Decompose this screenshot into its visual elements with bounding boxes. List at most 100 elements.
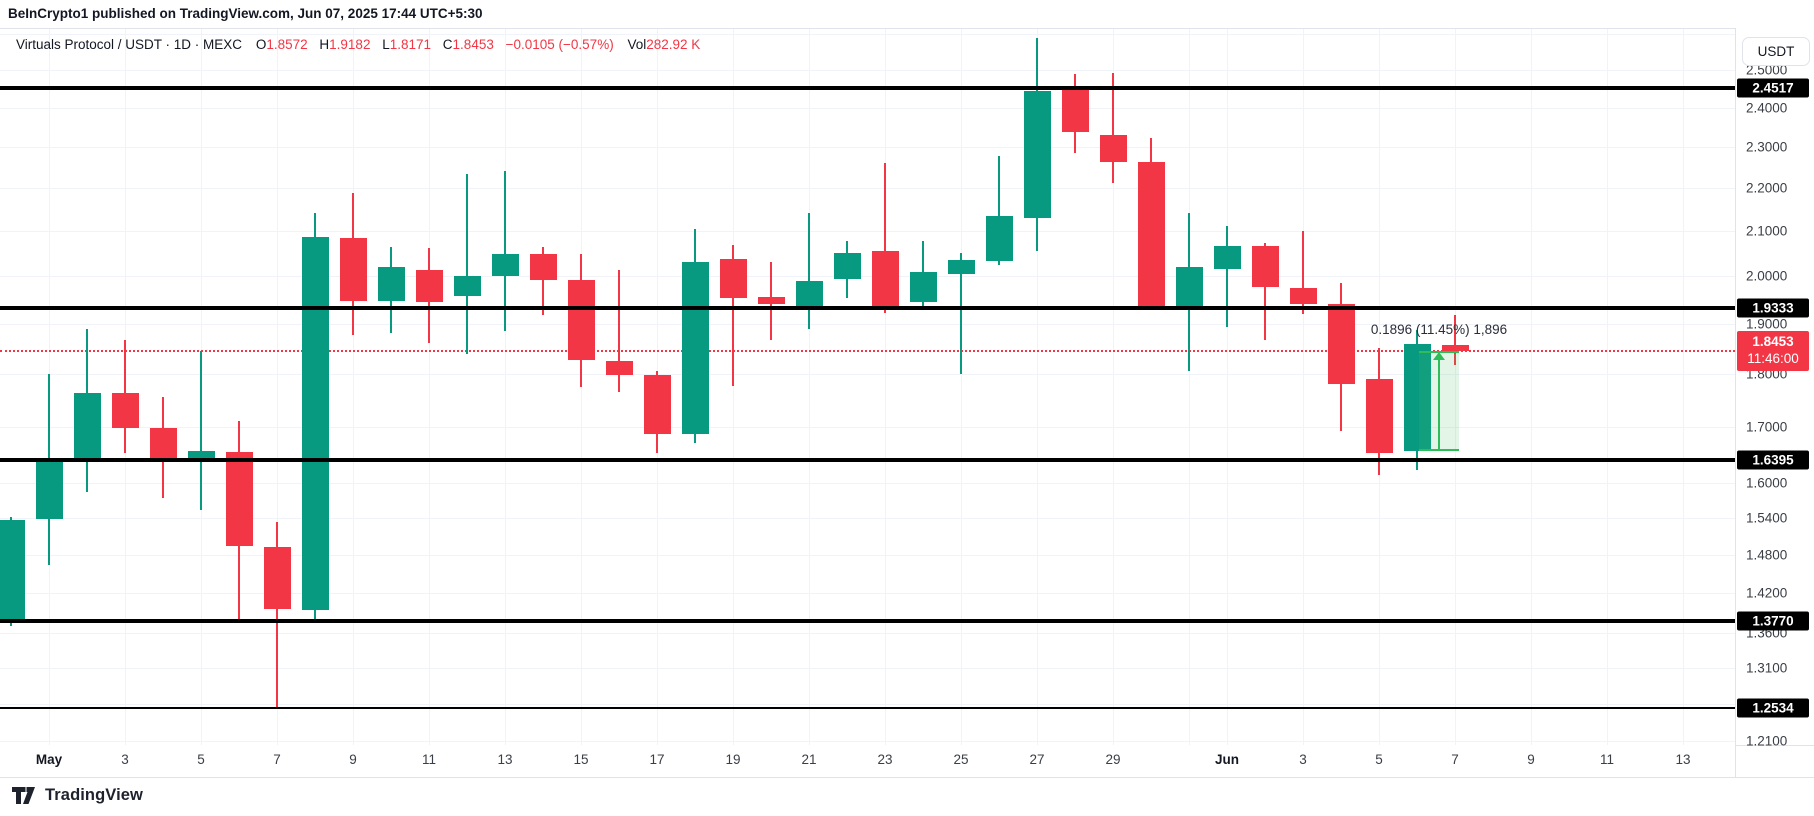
v-gridline (1303, 28, 1304, 745)
h-gridline (0, 231, 1735, 232)
h-gridline (0, 427, 1735, 428)
v-gridline (1227, 28, 1228, 745)
chart-plot[interactable]: 0.1896 (11.45%) 1,896 (0, 28, 1735, 745)
candle-body (416, 270, 443, 302)
time-tick-label: 25 (953, 752, 969, 767)
price-tick-label: 2.3000 (1746, 139, 1788, 155)
v-gridline (809, 28, 810, 745)
candle-wick (998, 156, 1000, 266)
support-resistance-line (0, 458, 1735, 462)
candle-body (1062, 89, 1089, 133)
candle-wick (1264, 242, 1266, 341)
tradingview-logo[interactable]: TradingView (12, 786, 143, 805)
candle-body (720, 259, 747, 298)
current-price-value: 1.8453 (1752, 334, 1794, 349)
h-gridline (0, 555, 1735, 556)
countdown-timer: 11:46:00 (1747, 351, 1799, 366)
price-tick-label: 1.4800 (1746, 547, 1788, 563)
price-tick-label: 1.9000 (1746, 316, 1788, 332)
v-gridline (1607, 28, 1608, 745)
candle-wick (808, 212, 810, 330)
currency-toggle-button[interactable]: USDT (1742, 37, 1810, 66)
candle-body (340, 237, 367, 301)
candle-body (910, 272, 937, 302)
candle-body (302, 237, 329, 610)
legend-close: C1.8453 (442, 37, 494, 52)
price-axis[interactable]: 2.5000 2.4000 2.3000 2.2000 2.1000 2.0000 1.90… (1736, 28, 1814, 749)
measure-arrow-head (1433, 352, 1445, 360)
time-tick-label: 5 (197, 752, 205, 767)
candle-body (492, 254, 519, 277)
candle-wick (276, 521, 278, 709)
candle-body (1214, 245, 1241, 270)
legend-open: O1.8572 (255, 37, 308, 52)
time-tick-label: 11 (421, 752, 437, 767)
price-tick-label: 1.3100 (1746, 660, 1788, 676)
candle-wick (1112, 73, 1114, 184)
candle-body (378, 267, 405, 301)
v-gridline (885, 28, 886, 745)
candle-body (1252, 245, 1279, 288)
legend-volume: Vol282.92 K (627, 37, 701, 52)
candle-wick (1302, 231, 1304, 315)
price-tick-label: 2.1000 (1746, 223, 1788, 239)
h-gridline (0, 324, 1735, 325)
price-tick-label: 1.5400 (1746, 510, 1788, 526)
candle-body (1176, 267, 1203, 306)
current-price-line (0, 350, 1735, 352)
candle-body (226, 452, 253, 547)
candle-body (1366, 379, 1393, 454)
candle-body (74, 392, 101, 459)
candle-body (1404, 344, 1431, 452)
candle-body (1290, 287, 1317, 304)
time-tick-label: 3 (1299, 752, 1307, 767)
price-tick-label: 2.5000 (1746, 62, 1788, 78)
time-tick-label: 23 (877, 752, 893, 767)
v-gridline (1455, 28, 1456, 745)
time-tick-label: 27 (1029, 752, 1045, 767)
time-tick-label: 15 (573, 752, 589, 767)
candle-body (1442, 344, 1469, 351)
candle-body (986, 215, 1013, 262)
candle-body (530, 254, 557, 280)
time-tick-label: 7 (273, 752, 281, 767)
h-gridline (0, 276, 1735, 277)
footer-border (0, 777, 1814, 778)
v-gridline (961, 28, 962, 745)
candle-body (834, 252, 861, 279)
h-gridline (0, 108, 1735, 109)
candle-body (454, 276, 481, 296)
level-price-badge: 1.6395 (1737, 450, 1809, 470)
h-gridline (0, 704, 1735, 705)
candle-body (1138, 161, 1165, 306)
time-tick-label: 11 (1599, 752, 1615, 767)
v-gridline (505, 28, 506, 745)
h-gridline (0, 741, 1735, 742)
support-resistance-line (0, 306, 1735, 310)
legend-change: −0.0105 (−0.57%) (505, 37, 614, 52)
h-gridline (0, 147, 1735, 148)
candle-body (150, 428, 177, 459)
h-gridline (0, 593, 1735, 594)
v-gridline (429, 28, 430, 745)
measure-arrow-line (1438, 359, 1440, 449)
level-price-badge: 1.2534 (1737, 698, 1809, 718)
candle-wick (504, 171, 506, 332)
price-tick-label: 2.4000 (1746, 100, 1788, 116)
support-resistance-line (0, 707, 1735, 709)
candle-body (682, 261, 709, 434)
candle-body (872, 251, 899, 306)
candle-body (796, 281, 823, 306)
v-gridline (1037, 28, 1038, 745)
time-axis[interactable]: May 3 5 7 9 11 13 15 17 19 21 23 25 27 29 Jun 3 5 7 9 11 13 (0, 745, 1735, 775)
v-gridline (733, 28, 734, 745)
v-gridline (1531, 28, 1532, 745)
time-tick-label: 29 (1105, 752, 1121, 767)
h-gridline (0, 483, 1735, 484)
v-gridline (353, 28, 354, 745)
candle-body (1024, 90, 1051, 218)
candle-body (606, 360, 633, 376)
v-gridline (1113, 28, 1114, 745)
time-tick-label: 9 (349, 752, 357, 767)
